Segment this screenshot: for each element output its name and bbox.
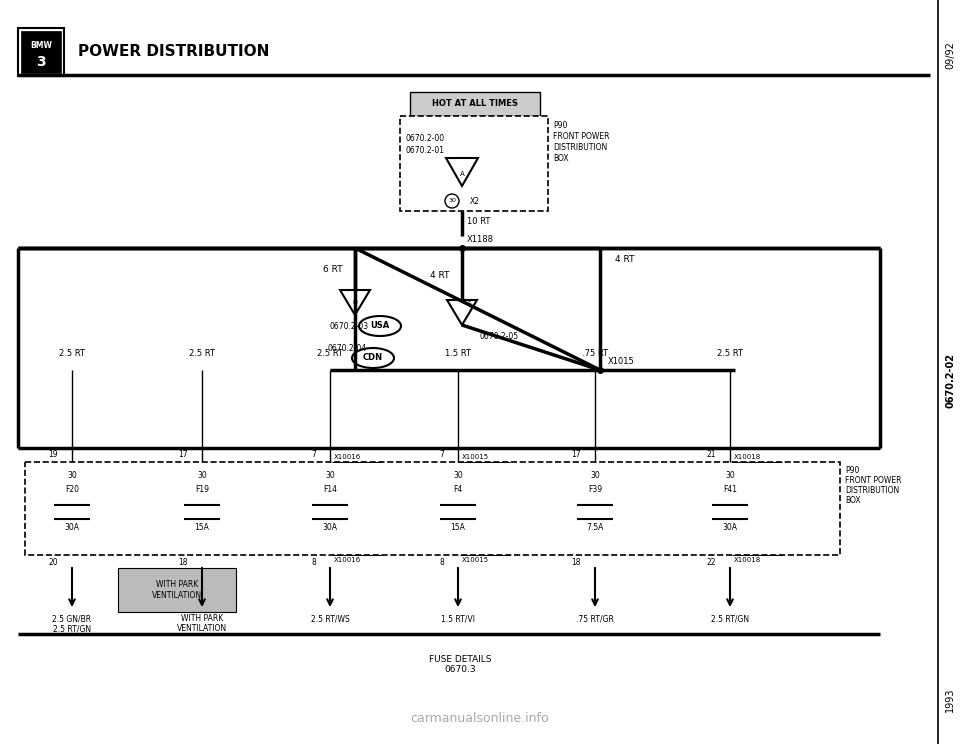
Text: 30A: 30A bbox=[723, 522, 737, 531]
Text: 18: 18 bbox=[179, 558, 188, 567]
Text: USA: USA bbox=[371, 321, 390, 330]
Text: 30: 30 bbox=[590, 472, 600, 481]
Text: 21: 21 bbox=[707, 450, 716, 459]
Text: 3: 3 bbox=[36, 55, 46, 69]
Text: 6 RT: 6 RT bbox=[324, 266, 343, 275]
Text: 2.5 RT: 2.5 RT bbox=[717, 349, 743, 358]
Text: X2: X2 bbox=[470, 196, 480, 205]
Text: P90: P90 bbox=[553, 121, 567, 130]
Text: 0670.2-03: 0670.2-03 bbox=[330, 322, 370, 331]
Text: 0670.2-00: 0670.2-00 bbox=[405, 134, 444, 143]
Text: 17: 17 bbox=[571, 450, 581, 459]
Text: 30: 30 bbox=[325, 472, 335, 481]
Text: F20: F20 bbox=[65, 486, 79, 495]
Text: .75 RT/GR: .75 RT/GR bbox=[576, 614, 614, 623]
Text: X10016: X10016 bbox=[334, 454, 361, 460]
Text: carmanualsonline.info: carmanualsonline.info bbox=[411, 711, 549, 725]
Text: 8: 8 bbox=[311, 558, 316, 567]
Text: WITH PARK
VENTILATION: WITH PARK VENTILATION bbox=[152, 580, 202, 600]
Text: P90: P90 bbox=[845, 466, 859, 475]
Text: X10016: X10016 bbox=[334, 557, 361, 563]
Text: 10 RT: 10 RT bbox=[467, 217, 491, 226]
Text: FUSE DETAILS
0670.3: FUSE DETAILS 0670.3 bbox=[429, 655, 492, 674]
Text: FRONT POWER: FRONT POWER bbox=[553, 132, 610, 141]
Text: POWER DISTRIBUTION: POWER DISTRIBUTION bbox=[78, 45, 270, 60]
Text: .75 RT: .75 RT bbox=[582, 349, 608, 358]
Text: 2.5 RT: 2.5 RT bbox=[189, 349, 215, 358]
Text: 30: 30 bbox=[453, 472, 463, 481]
Text: 1.5 RT/VI: 1.5 RT/VI bbox=[441, 614, 475, 623]
Bar bbox=[18, 28, 64, 76]
Text: A: A bbox=[460, 171, 465, 177]
Text: 1993: 1993 bbox=[945, 687, 955, 712]
Bar bbox=[25, 462, 840, 555]
Text: 7: 7 bbox=[311, 450, 316, 459]
Text: 8: 8 bbox=[440, 558, 444, 567]
Text: F4: F4 bbox=[453, 486, 463, 495]
Text: 20: 20 bbox=[48, 558, 58, 567]
Text: DISTRIBUTION: DISTRIBUTION bbox=[553, 143, 608, 152]
Text: 2.5 RT: 2.5 RT bbox=[59, 349, 85, 358]
Text: 15A: 15A bbox=[450, 522, 466, 531]
Text: D: D bbox=[352, 300, 357, 304]
Text: 0670.2-05: 0670.2-05 bbox=[480, 332, 519, 341]
Text: HOT AT ALL TIMES: HOT AT ALL TIMES bbox=[432, 100, 518, 109]
Text: 30: 30 bbox=[448, 199, 456, 204]
Text: 2.5 GN/BR
2.5 RT/GN: 2.5 GN/BR 2.5 RT/GN bbox=[53, 614, 91, 633]
Text: 30: 30 bbox=[67, 472, 77, 481]
Text: X10015: X10015 bbox=[462, 454, 490, 460]
Text: 4 RT: 4 RT bbox=[615, 255, 635, 265]
Text: X10015: X10015 bbox=[462, 557, 490, 563]
Text: E: E bbox=[467, 300, 470, 304]
Bar bbox=[410, 92, 540, 116]
Text: 7.5A: 7.5A bbox=[587, 522, 604, 531]
Text: BMW: BMW bbox=[30, 42, 52, 51]
Text: 30: 30 bbox=[197, 472, 206, 481]
Bar bbox=[400, 116, 548, 211]
Text: CDN: CDN bbox=[363, 353, 383, 362]
Text: 0670.2-04: 0670.2-04 bbox=[327, 344, 366, 353]
Text: 7: 7 bbox=[439, 450, 444, 459]
Text: 17: 17 bbox=[179, 450, 188, 459]
Text: 2.5 RT/GN: 2.5 RT/GN bbox=[711, 614, 749, 623]
Text: F39: F39 bbox=[588, 486, 602, 495]
Text: X1188: X1188 bbox=[467, 235, 494, 244]
Text: 30: 30 bbox=[725, 472, 734, 481]
Text: X1015: X1015 bbox=[608, 357, 635, 366]
Text: F19: F19 bbox=[195, 486, 209, 495]
Text: 0670.2-02: 0670.2-02 bbox=[945, 353, 955, 408]
Text: 09/92: 09/92 bbox=[945, 41, 955, 69]
Text: F14: F14 bbox=[323, 486, 337, 495]
Text: BOX: BOX bbox=[845, 496, 860, 505]
Bar bbox=[118, 568, 236, 612]
Text: 1.5 RT: 1.5 RT bbox=[445, 349, 471, 358]
Text: WITH PARK
VENTILATION: WITH PARK VENTILATION bbox=[177, 614, 228, 633]
Text: DISTRIBUTION: DISTRIBUTION bbox=[845, 486, 900, 495]
Text: 22: 22 bbox=[707, 558, 716, 567]
Text: X10018: X10018 bbox=[734, 557, 761, 563]
Text: 30A: 30A bbox=[64, 522, 80, 531]
Text: 2.5 RT/WS: 2.5 RT/WS bbox=[311, 614, 349, 623]
Text: 0670.2-01: 0670.2-01 bbox=[405, 146, 444, 155]
Text: 19: 19 bbox=[48, 450, 58, 459]
Text: 30A: 30A bbox=[323, 522, 338, 531]
Text: 2.5 RT: 2.5 RT bbox=[317, 349, 343, 358]
Text: F41: F41 bbox=[723, 486, 737, 495]
Text: FRONT POWER: FRONT POWER bbox=[845, 476, 901, 485]
Bar bbox=[21, 31, 61, 73]
Text: X10018: X10018 bbox=[734, 454, 761, 460]
Text: BOX: BOX bbox=[553, 154, 568, 163]
Text: 4 RT: 4 RT bbox=[430, 271, 449, 280]
Text: 15A: 15A bbox=[195, 522, 209, 531]
Text: 18: 18 bbox=[571, 558, 581, 567]
